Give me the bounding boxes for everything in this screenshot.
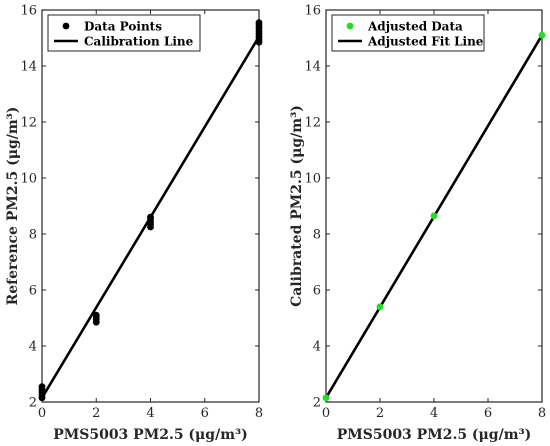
data-point xyxy=(430,212,438,220)
data-point xyxy=(92,311,100,319)
y-tick-label: 14 xyxy=(304,60,321,75)
y-tick-label: 8 xyxy=(29,228,37,243)
x-axis-label: PMS5003 PM2.5 (μg/m³) xyxy=(337,427,532,443)
y-tick-label: 10 xyxy=(20,172,37,187)
x-tick-label: 2 xyxy=(92,406,100,421)
legend-box xyxy=(47,14,201,52)
data-point xyxy=(376,303,384,311)
x-tick-label: 2 xyxy=(376,406,384,421)
legend-label: Calibration Line xyxy=(84,35,194,49)
y-axis-label: Calibrated PM2.5 (μg/m³) xyxy=(289,105,305,307)
data-point xyxy=(538,31,546,39)
x-axis-label: PMS5003 PM2.5 (μg/m³) xyxy=(53,427,248,443)
x-tick-label: 0 xyxy=(38,406,46,421)
legend-label: Adjusted Fit Line xyxy=(367,35,484,49)
legend-label: Adjusted Data xyxy=(367,20,463,34)
y-tick-label: 8 xyxy=(313,228,321,243)
y-tick-label: 12 xyxy=(304,116,321,131)
plot-area xyxy=(325,9,543,403)
x-tick-label: 6 xyxy=(484,406,492,421)
legend-marker xyxy=(62,22,70,30)
y-tick-label: 2 xyxy=(313,396,321,411)
y-tick-label: 12 xyxy=(20,116,37,131)
y-tick-label: 16 xyxy=(304,4,321,19)
y-tick-label: 10 xyxy=(304,172,321,187)
x-tick-label: 8 xyxy=(255,406,263,421)
legend-box xyxy=(331,14,485,52)
y-tick-label: 16 xyxy=(20,4,37,19)
legend-marker xyxy=(346,22,354,30)
data-point xyxy=(147,213,154,221)
x-tick-label: 6 xyxy=(201,406,209,421)
x-tick-label: 8 xyxy=(538,406,546,421)
x-tick-label: 4 xyxy=(146,406,154,421)
y-tick-label: 14 xyxy=(20,60,37,75)
y-tick-label: 4 xyxy=(29,340,37,355)
y-tick-label: 6 xyxy=(29,284,37,299)
x-tick-label: 0 xyxy=(322,406,330,421)
data-point xyxy=(322,394,330,402)
data-point xyxy=(255,19,263,26)
legend-label: Data Points xyxy=(84,20,162,34)
y-tick-label: 6 xyxy=(313,284,321,299)
x-tick-label: 4 xyxy=(430,406,438,421)
y-tick-label: 2 xyxy=(29,396,37,411)
data-point xyxy=(38,383,46,390)
y-axis-label: Reference PM2.5 (μg/m³) xyxy=(5,107,21,306)
y-tick-label: 4 xyxy=(313,340,321,355)
